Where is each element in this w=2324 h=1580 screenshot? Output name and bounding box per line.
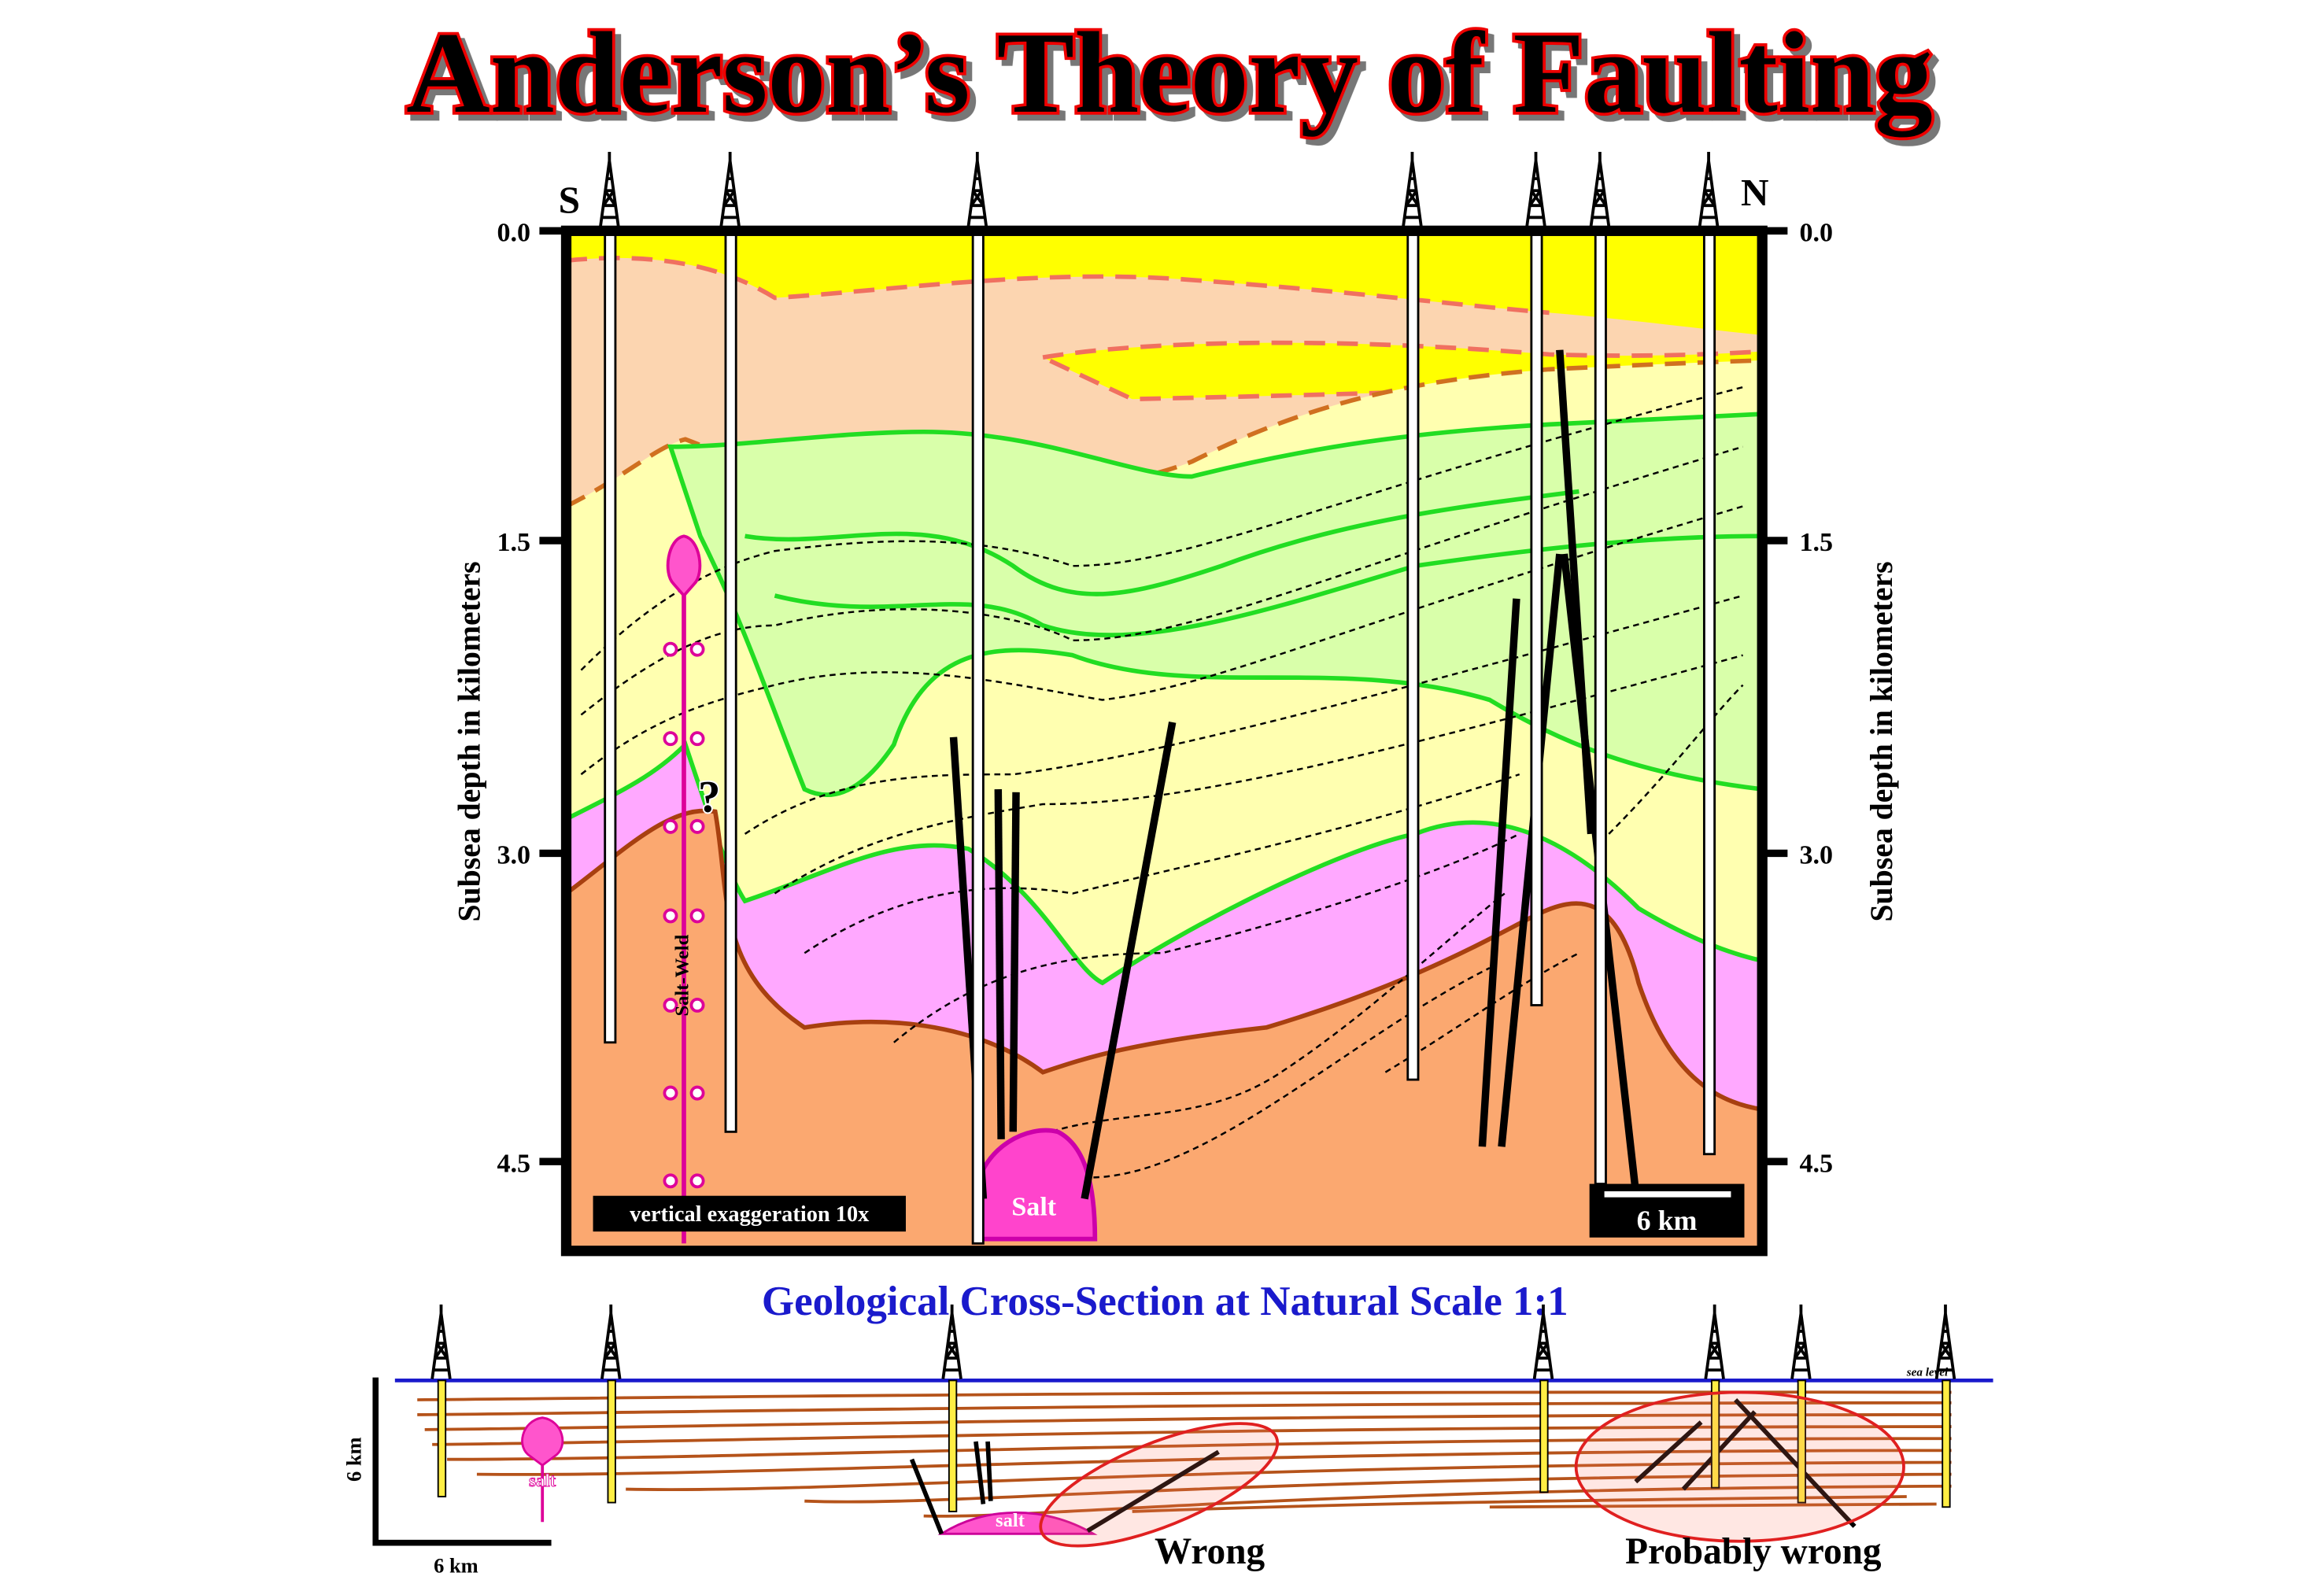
salt-diapir-label: salt xyxy=(529,1471,556,1490)
scale-label: 6 km xyxy=(1637,1205,1698,1236)
north-label: N xyxy=(1741,171,1769,214)
salt-label: Salt xyxy=(1011,1192,1056,1221)
depth-tick-label: 1.5 xyxy=(1800,528,1834,557)
depth-tick-label: 3.0 xyxy=(1800,841,1834,870)
sea-level-label: sea level xyxy=(1906,1367,1949,1379)
depth-tick-label: 0.0 xyxy=(497,219,530,248)
depth-tick-label: 1.5 xyxy=(497,528,530,557)
axis-label: Subsea depth in kilometers xyxy=(1864,561,1899,921)
exaggeration-label: vertical exaggeration 10x xyxy=(630,1202,870,1227)
title: Anderson’s Theory of Faulting xyxy=(406,8,1933,138)
south-label: S xyxy=(559,179,580,222)
natural-title: Geological Cross-Section at Natural Scal… xyxy=(762,1279,1568,1324)
natural-section: sea level salt salt xyxy=(342,1302,1993,1578)
probably-wrong-label: Probably wrong xyxy=(1625,1531,1882,1572)
horizontal-scale-label: 6 km xyxy=(434,1554,478,1578)
cross-section: Salt Salt-Weld ? xyxy=(453,150,1899,1257)
depth-tick-label: 0.0 xyxy=(1800,219,1834,248)
salt-weld-label: Salt-Weld xyxy=(672,934,693,1016)
salt-pillow-label: salt xyxy=(996,1510,1025,1531)
depth-tick-label: 4.5 xyxy=(1800,1149,1834,1178)
depth-tick-label: 3.0 xyxy=(497,841,530,870)
axis-label: Subsea depth in kilometers xyxy=(453,561,487,921)
depth-tick-label: 4.5 xyxy=(497,1149,530,1178)
question-mark: ? xyxy=(698,772,720,821)
derricks xyxy=(599,150,1720,228)
depth-ticks: 0.0 1.5 3.0 4.5 0.0 1.5 3.0 4.5 xyxy=(497,219,1833,1179)
vertical-scale-label: 6 km xyxy=(342,1437,365,1482)
wrong-label: Wrong xyxy=(1155,1531,1265,1572)
